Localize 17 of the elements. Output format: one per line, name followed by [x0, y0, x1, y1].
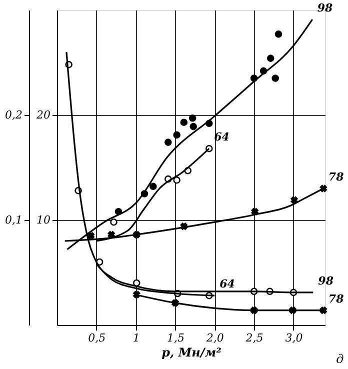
x-tick-label: 1	[132, 332, 140, 344]
x-axis-title: p, Мн/м²	[162, 346, 222, 360]
y2-tick-label: 0,1	[5, 214, 22, 226]
x-tick-label: 3,0	[285, 332, 303, 344]
x-tick-label: 1,5	[166, 332, 184, 344]
y-tick-label: 20	[36, 108, 50, 122]
x-tick-label: 2,0	[205, 332, 224, 344]
series-label: 78	[328, 170, 344, 184]
x-tick-label: 0,5	[88, 332, 106, 344]
y2-tick-label: 0,2	[5, 108, 22, 122]
series-label: 78	[328, 292, 344, 306]
y-tick-label: 10	[36, 214, 50, 226]
series-label: 98	[318, 274, 334, 288]
text: д	[336, 352, 344, 366]
series-label: 98	[317, 1, 334, 14]
series-label: 64	[220, 278, 235, 291]
x-tick-label: 2,5	[244, 332, 264, 344]
